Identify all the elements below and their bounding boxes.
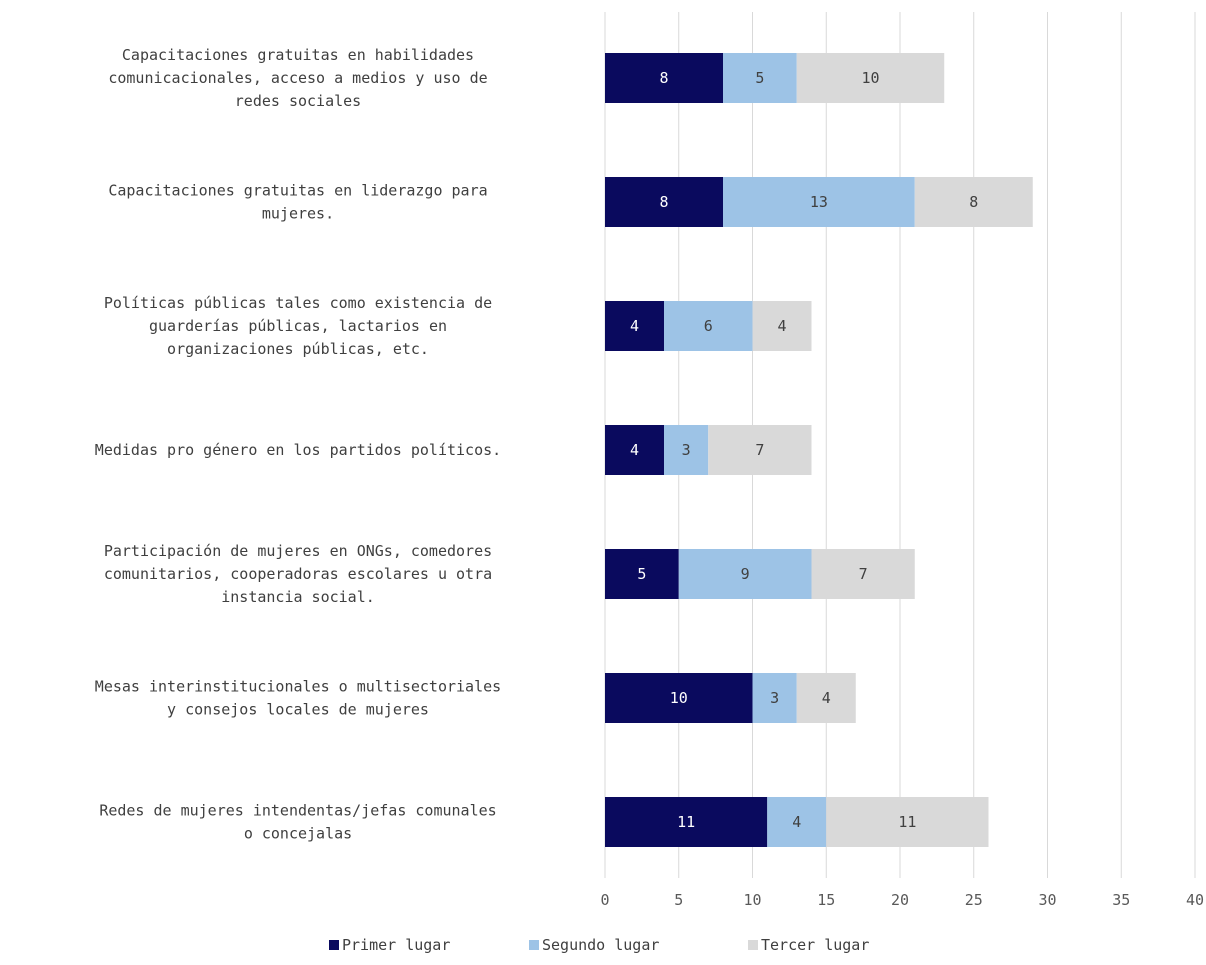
- bar-segment: [767, 797, 827, 847]
- bar-segment: [752, 301, 812, 351]
- bar-segment: [723, 53, 797, 103]
- data-label: 5: [637, 565, 646, 583]
- data-label: 7: [859, 565, 868, 583]
- legend-swatch: [329, 940, 339, 950]
- category-label-line: Redes de mujeres intendentas/jefas comun…: [99, 802, 496, 820]
- bar-segment: [796, 673, 856, 723]
- legend-label: Primer lugar: [342, 936, 450, 954]
- x-tick-label: 30: [1038, 891, 1056, 909]
- data-label: 11: [898, 813, 916, 831]
- category-label-line: Mesas interinstitucionales o multisector…: [95, 678, 501, 696]
- data-label: 4: [792, 813, 801, 831]
- data-label: 13: [810, 193, 828, 211]
- data-label: 4: [777, 317, 786, 335]
- category-label: Capacitaciones gratuitas en habilidades c…: [108, 46, 487, 110]
- legend-label: Segundo lugar: [542, 936, 659, 954]
- category-label-line: comunicacionales, acceso a medios y uso …: [108, 69, 487, 87]
- data-label: 11: [677, 813, 695, 831]
- category-label-line: organizaciones públicas, etc.: [167, 340, 429, 358]
- bar-segment: [723, 177, 915, 227]
- data-label: 3: [770, 689, 779, 707]
- data-label: 9: [741, 565, 750, 583]
- data-label: 8: [969, 193, 978, 211]
- data-label: 4: [630, 317, 639, 335]
- data-label: 10: [670, 689, 688, 707]
- data-label: 7: [755, 441, 764, 459]
- legend-swatch: [748, 940, 758, 950]
- category-label-line: instancia social.: [221, 588, 375, 606]
- data-label: 4: [630, 441, 639, 459]
- bar-segment: [605, 673, 753, 723]
- bar-segment: [605, 177, 723, 227]
- bar-segment: [752, 673, 797, 723]
- category-label: Participación de mujeres en ONGs, comedo…: [104, 542, 492, 606]
- legend-label: Tercer lugar: [761, 936, 869, 954]
- x-tick-label: 5: [674, 891, 683, 909]
- category-label: Capacitaciones gratuitas en liderazgo pa…: [108, 182, 487, 223]
- bar-segment: [678, 549, 812, 599]
- legend-swatch: [529, 940, 539, 950]
- data-label: 6: [704, 317, 713, 335]
- category-label-line: redes sociales: [235, 92, 361, 110]
- category-label: Medidas pro género en los partidos polít…: [95, 441, 501, 459]
- bar-segment: [826, 797, 989, 847]
- x-tick-label: 40: [1186, 891, 1204, 909]
- category-label-line: Capacitaciones gratuitas en liderazgo pa…: [108, 182, 487, 200]
- category-label: Políticas públicas tales como existencia…: [104, 294, 492, 358]
- bar-segment: [708, 425, 812, 475]
- data-label: 3: [682, 441, 691, 459]
- data-label: 8: [659, 69, 668, 87]
- category-label: Redes de mujeres intendentas/jefas comun…: [99, 802, 496, 843]
- bar-segment: [914, 177, 1033, 227]
- bar-segment: [664, 425, 709, 475]
- data-label: 10: [861, 69, 879, 87]
- category-label-line: o concejalas: [244, 825, 352, 843]
- grid-layer: [604, 12, 1196, 878]
- bar-segment: [605, 301, 664, 351]
- bars-layer: 8 5 10 8 13 8 4 6 4 4 3 7 5 9 7 10 3 4 11 4 11: [605, 53, 1033, 847]
- legend: Primer lugar Segundo lugar Tercer lugar: [329, 936, 869, 954]
- bar-segment: [664, 301, 753, 351]
- category-label: Mesas interinstitucionales o multisector…: [95, 678, 501, 719]
- category-label-line: Participación de mujeres en ONGs, comedo…: [104, 542, 492, 560]
- bar-segment: [605, 549, 679, 599]
- bar-segment: [605, 425, 664, 475]
- category-label-line: Medidas pro género en los partidos polít…: [95, 441, 501, 459]
- bar-segment: [605, 53, 723, 103]
- category-label-line: Políticas públicas tales como existencia…: [104, 294, 492, 312]
- bar-segment: [605, 797, 768, 847]
- category-label-line: Capacitaciones gratuitas en habilidades: [122, 46, 474, 64]
- bar-segment: [811, 549, 915, 599]
- category-label-line: guarderías públicas, lactarios en: [149, 317, 447, 335]
- category-labels: Capacitaciones gratuitas en habilidades c…: [95, 46, 501, 843]
- category-label-line: y consejos locales de mujeres: [167, 701, 429, 719]
- bar-segment: [796, 53, 945, 103]
- x-tick-label: 20: [891, 891, 909, 909]
- category-label-line: mujeres.: [262, 205, 334, 223]
- data-label: 5: [755, 69, 764, 87]
- x-tick-label: 35: [1112, 891, 1130, 909]
- x-tick-label: 15: [817, 891, 835, 909]
- x-tick-label: 10: [743, 891, 761, 909]
- x-tick-label: 25: [965, 891, 983, 909]
- x-axis-ticks: 0 5 10 15 20 25 30 35 40: [600, 891, 1204, 909]
- x-tick-label: 0: [600, 891, 609, 909]
- data-label: 4: [822, 689, 831, 707]
- data-label: 8: [659, 193, 668, 211]
- category-label-line: comunitarios, cooperadoras escolares u o…: [104, 565, 492, 583]
